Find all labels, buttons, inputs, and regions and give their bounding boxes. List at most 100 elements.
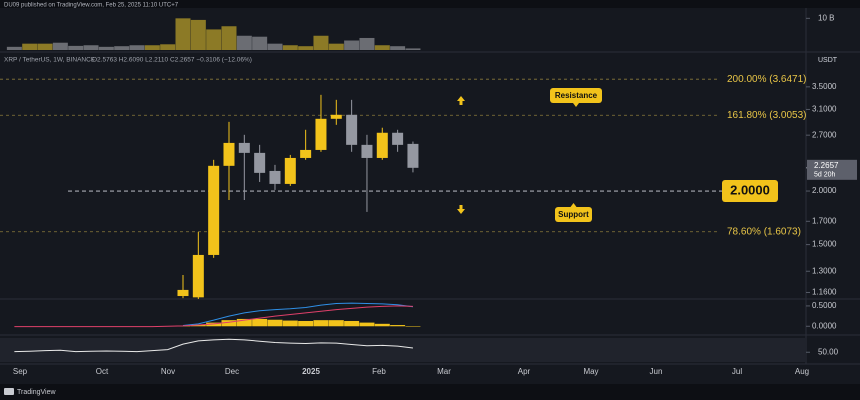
volume-bar (328, 43, 344, 50)
symbol: XRP / TetherUS, 1W, BINANCE (4, 57, 96, 64)
footer-bar (0, 384, 860, 400)
volume-bar (206, 29, 222, 50)
volume-bar (6, 46, 22, 50)
volume-bar (129, 45, 145, 50)
x-tick-label: Nov (161, 367, 175, 376)
annotation-pointer (570, 203, 577, 207)
volume-bar (114, 46, 130, 50)
volume-bar (344, 40, 360, 50)
candle-body (284, 157, 296, 184)
candle-body (376, 132, 388, 158)
down-arrow (457, 205, 465, 214)
candle-body (407, 143, 419, 168)
annotation-box (550, 88, 602, 103)
macd-histogram (282, 320, 298, 327)
published-note: DU09 published on TradingView.com, Feb 2… (4, 3, 179, 9)
annotation-box (555, 207, 592, 222)
macd-histogram (405, 326, 421, 327)
candle-body (192, 254, 204, 298)
up-arrow (457, 96, 465, 105)
x-tick-label: Feb (372, 367, 386, 376)
candle-body (238, 142, 250, 153)
annotation: Support (558, 210, 589, 219)
macd-line (14, 305, 413, 328)
fib-label: 78.60% (1.6073) (727, 226, 801, 237)
volume-bar (236, 35, 252, 50)
candle-body (223, 142, 235, 166)
brand: TradingView (17, 389, 56, 396)
annotation: Resistance (555, 91, 598, 100)
x-tick-label: 2025 (302, 367, 320, 376)
macd-histogram (344, 320, 360, 327)
volume-bar (83, 45, 99, 50)
volume-bar (359, 37, 375, 50)
brand-logo (4, 388, 14, 395)
candle-body (208, 165, 220, 255)
candle-body (346, 114, 358, 145)
candle-body (300, 149, 312, 158)
annotation-pointer (573, 103, 579, 107)
volume-bar (160, 44, 176, 50)
macd-histogram (359, 322, 375, 327)
x-tick-label: Aug (795, 367, 809, 376)
volume-bar (68, 45, 84, 50)
macd-histogram (236, 318, 252, 327)
volume-bar (313, 35, 329, 50)
x-tick-label: Jun (650, 367, 663, 376)
macd-histogram (267, 319, 283, 327)
publish-bar (0, 0, 860, 8)
x-tick-label: Jul (732, 367, 742, 376)
currency: USDT (818, 57, 838, 64)
y-tick-label: 2.0000 (812, 186, 837, 195)
volume-bar (22, 43, 38, 50)
rsi-line (14, 338, 414, 353)
y-tick-label: 1.7000 (812, 216, 837, 225)
volume-bar (221, 26, 237, 50)
macd-histogram (374, 323, 390, 327)
x-tick-label: Sep (13, 367, 28, 376)
volume-bar (405, 48, 421, 50)
candle-body (315, 118, 327, 150)
y-tick-label: 1.1600 (812, 288, 837, 297)
fib-label: 200.00% (3.6471) (727, 74, 807, 85)
candle-body (330, 114, 342, 119)
y-tick-label: 1.3000 (812, 266, 837, 275)
macd-line (182, 302, 414, 326)
macd-tick-label: 0.5000 (812, 301, 837, 310)
rsi-tick-label: 50.00 (818, 347, 839, 356)
volume-bar (37, 43, 53, 50)
current-price-box (807, 159, 857, 180)
rsi-band (0, 338, 806, 362)
volume-bar (144, 45, 160, 50)
volume-bar (175, 18, 191, 50)
macd-histogram (328, 320, 344, 327)
countdown: 5d 20h (814, 172, 836, 179)
macd-tick-label: 0.0000 (812, 321, 837, 330)
macd-histogram (206, 322, 222, 327)
volume-bar (374, 45, 390, 50)
macd-histogram (190, 325, 206, 327)
candle-body (392, 132, 404, 145)
volume-bar (52, 42, 68, 50)
x-tick-label: Apr (518, 367, 531, 376)
x-tick-label: May (583, 367, 598, 376)
fib-label: 161.80% (3.0053) (727, 110, 807, 121)
x-tick-label: Oct (96, 367, 109, 376)
y-tick-label: 3.5000 (812, 82, 837, 91)
candle-body (177, 289, 189, 297)
macd-histogram (390, 325, 406, 327)
candle-body (254, 152, 266, 173)
candle-body (361, 144, 373, 158)
y-tick-label: 1.5000 (812, 240, 837, 249)
y-tick-label: 3.1000 (812, 105, 837, 114)
volume-bar (252, 36, 268, 50)
x-tick-label: Mar (437, 367, 451, 376)
volume-bar (390, 46, 406, 50)
y-tick-label: 2.7000 (812, 130, 837, 139)
macd-histogram (252, 318, 268, 327)
macd-histogram (298, 320, 314, 327)
macd-histogram (313, 320, 329, 327)
key-level-label: 2.0000 (730, 182, 770, 197)
